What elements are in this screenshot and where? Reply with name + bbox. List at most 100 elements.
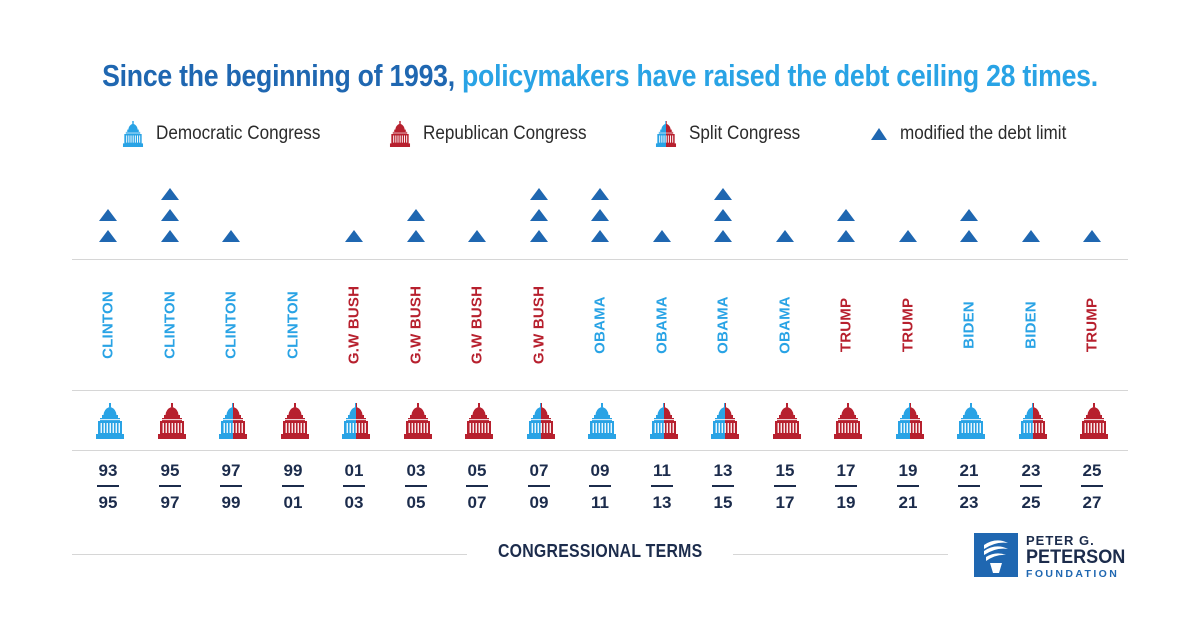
congressional-term: 21 23 bbox=[939, 460, 999, 514]
president-name: BIDEN bbox=[1022, 301, 1040, 349]
legend-item-democratic: Democratic Congress bbox=[122, 121, 339, 147]
term-divider bbox=[466, 485, 488, 487]
capitol-dome-icon bbox=[389, 121, 411, 147]
president-name: G.W BUSH bbox=[530, 285, 548, 365]
debt-limit-marker bbox=[161, 230, 179, 242]
footer-rule-right bbox=[733, 554, 948, 555]
debt-limit-marker bbox=[99, 230, 117, 242]
debt-limit-marker bbox=[653, 230, 671, 242]
legend-label-modified: modified the debt limit bbox=[900, 123, 1067, 144]
torch-logo-icon bbox=[974, 533, 1018, 577]
congressional-term: 99 01 bbox=[263, 460, 323, 514]
term-start-year: 93 bbox=[98, 461, 118, 480]
president-name: OBAMA bbox=[653, 296, 671, 354]
debt-limit-marker bbox=[714, 230, 732, 242]
term-start-year: 05 bbox=[467, 461, 487, 480]
term-start-year: 01 bbox=[344, 461, 364, 480]
term-end-year: 21 bbox=[898, 493, 918, 512]
term-start-year: 15 bbox=[775, 461, 795, 480]
term-end-year: 09 bbox=[529, 493, 549, 512]
term-start-year: 97 bbox=[221, 461, 241, 480]
debt-limit-marker bbox=[899, 230, 917, 242]
president-name: G.W BUSH bbox=[468, 285, 486, 365]
president-name: OBAMA bbox=[591, 296, 609, 354]
title-part-1: Since the beginning of 1993, bbox=[102, 58, 463, 93]
debt-limit-marker bbox=[530, 188, 548, 200]
logo-line-2: PETERSON bbox=[1026, 547, 1126, 568]
term-divider bbox=[159, 485, 181, 487]
term-divider bbox=[958, 485, 980, 487]
president-name: TRUMP bbox=[899, 297, 917, 353]
footer-rule-left bbox=[72, 554, 467, 555]
congressional-term: 23 25 bbox=[1001, 460, 1061, 514]
term-divider bbox=[97, 485, 119, 487]
term-start-year: 95 bbox=[160, 461, 180, 480]
term-end-year: 19 bbox=[836, 493, 856, 512]
debt-limit-marker bbox=[530, 209, 548, 221]
term-end-year: 05 bbox=[406, 493, 426, 512]
capitol-dome-icon bbox=[773, 403, 801, 439]
debt-limit-marker bbox=[714, 209, 732, 221]
president-name: CLINTON bbox=[284, 291, 302, 359]
capitol-dome-icon bbox=[96, 403, 124, 439]
term-start-year: 21 bbox=[959, 461, 979, 480]
capitol-dome-icon bbox=[122, 121, 144, 147]
term-divider bbox=[897, 485, 919, 487]
legend-label-republican: Republican Congress bbox=[423, 123, 587, 144]
congressional-term: 03 05 bbox=[386, 460, 446, 514]
term-start-year: 17 bbox=[836, 461, 856, 480]
congressional-term: 13 15 bbox=[693, 460, 753, 514]
term-start-year: 25 bbox=[1082, 461, 1102, 480]
term-divider bbox=[835, 485, 857, 487]
triangle-up-icon bbox=[871, 128, 887, 140]
congressional-term: 97 99 bbox=[201, 460, 261, 514]
debt-limit-marker bbox=[161, 209, 179, 221]
debt-limit-marker bbox=[407, 209, 425, 221]
capitol-dome-icon bbox=[342, 403, 370, 439]
congressional-term: 17 19 bbox=[816, 460, 876, 514]
capitol-dome-icon bbox=[158, 403, 186, 439]
term-divider bbox=[589, 485, 611, 487]
x-axis-label: CONGRESSIONAL TERMS bbox=[0, 541, 1200, 562]
congressional-term: 09 11 bbox=[570, 460, 630, 514]
term-start-year: 11 bbox=[653, 461, 671, 480]
president-name: CLINTON bbox=[222, 291, 240, 359]
congressional-term: 07 09 bbox=[509, 460, 569, 514]
legend-label-split: Split Congress bbox=[689, 123, 801, 144]
divider-top bbox=[72, 259, 1128, 260]
president-name: TRUMP bbox=[837, 297, 855, 353]
term-start-year: 13 bbox=[713, 461, 733, 480]
capitol-dome-icon bbox=[896, 403, 924, 439]
debt-limit-marker bbox=[161, 188, 179, 200]
term-divider bbox=[712, 485, 734, 487]
x-axis-label-text: CONGRESSIONAL TERMS bbox=[497, 541, 703, 561]
debt-limit-marker bbox=[1022, 230, 1040, 242]
term-end-year: 15 bbox=[713, 493, 733, 512]
term-end-year: 07 bbox=[467, 493, 487, 512]
term-end-year: 97 bbox=[160, 493, 180, 512]
term-end-year: 13 bbox=[652, 493, 672, 512]
term-end-year: 03 bbox=[344, 493, 364, 512]
congressional-term: 01 03 bbox=[324, 460, 384, 514]
president-name: CLINTON bbox=[99, 291, 117, 359]
debt-limit-marker bbox=[960, 209, 978, 221]
term-start-year: 19 bbox=[898, 461, 918, 480]
capitol-dome-icon bbox=[281, 403, 309, 439]
debt-limit-marker bbox=[407, 230, 425, 242]
congressional-term: 05 07 bbox=[447, 460, 507, 514]
capitol-dome-icon bbox=[957, 403, 985, 439]
congressional-term: 15 17 bbox=[755, 460, 815, 514]
term-start-year: 23 bbox=[1021, 461, 1041, 480]
term-end-year: 17 bbox=[775, 493, 795, 512]
debt-limit-marker bbox=[1083, 230, 1101, 242]
legend-item-split: Split Congress bbox=[655, 121, 813, 147]
congressional-term: 19 21 bbox=[878, 460, 938, 514]
capitol-dome-icon bbox=[711, 403, 739, 439]
president-name: CLINTON bbox=[161, 291, 179, 359]
capitol-dome-icon bbox=[219, 403, 247, 439]
president-name: OBAMA bbox=[776, 296, 794, 354]
term-divider bbox=[220, 485, 242, 487]
debt-limit-marker bbox=[591, 188, 609, 200]
debt-limit-marker bbox=[837, 209, 855, 221]
term-start-year: 09 bbox=[590, 461, 610, 480]
